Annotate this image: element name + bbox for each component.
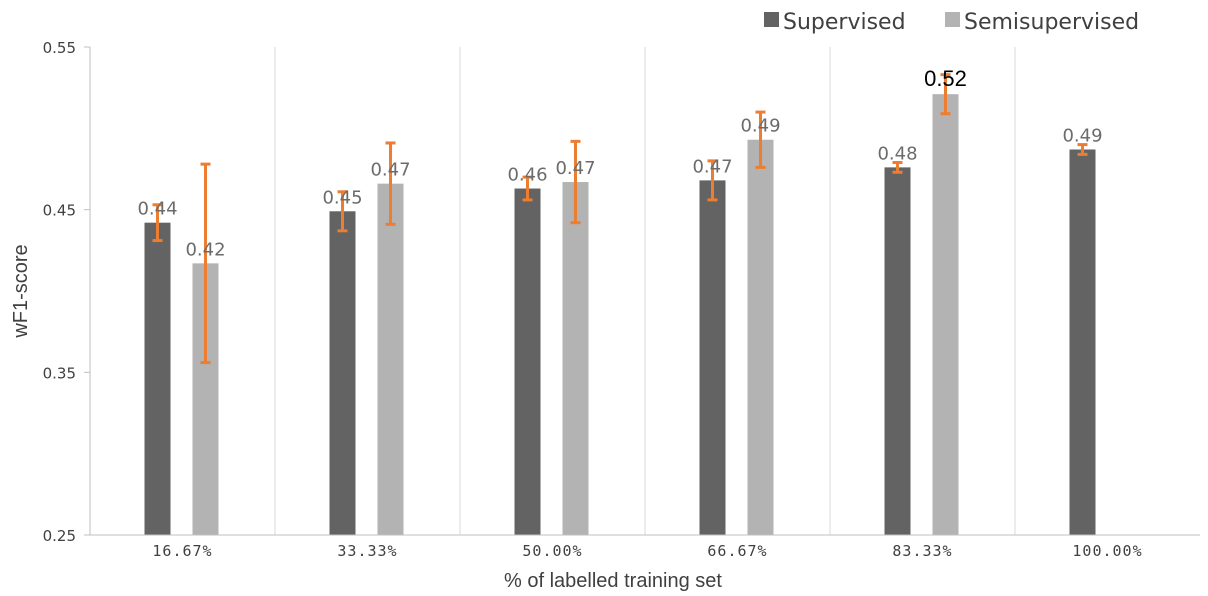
data-label-semisupervised: 0.52 [924,66,967,91]
bar-supervised [884,167,911,535]
legend-swatch-supervised [764,12,779,27]
grid-layer [274,47,1016,535]
data-label-supervised: 0.47 [692,156,732,177]
x-tick-label: 100.00% [1072,542,1142,560]
bar-supervised [144,222,171,535]
bar-semisupervised [747,139,774,535]
x-tick-label: 50.00% [522,542,582,560]
bar-semisupervised [377,183,404,535]
legend-swatch-semisupervised [945,12,960,27]
data-label-supervised: 0.49 [1062,125,1102,146]
y-tick-label: 0.35 [43,364,76,382]
x-tick-label: 33.33% [337,542,397,560]
x-tick-label: 16.67% [152,542,212,560]
bars-layer [144,94,1096,536]
bar-semisupervised [562,182,589,535]
data-label-supervised: 0.46 [507,165,547,186]
y-tick-label: 0.25 [43,527,76,545]
data-label-semisupervised: 0.42 [185,239,225,260]
legend-label-supervised: Supervised [783,10,906,35]
x-axis-title: % of labelled training set [504,570,722,592]
data-label-supervised: 0.48 [877,143,917,164]
data-labels-layer: 0.44 0.45 0.46 0.47 0.48 0.49 0.42 0.47 0.47 0.49… [137,66,1102,260]
data-label-semisupervised: 0.47 [555,158,595,179]
error-bars-layer [152,73,1088,365]
data-label-supervised: 0.44 [137,199,177,220]
legend: Supervised Semisupervised [764,10,1139,35]
bar-supervised [514,188,541,535]
data-label-supervised: 0.45 [322,187,362,208]
legend-label-semisupervised: Semisupervised [964,10,1139,35]
bar-supervised [329,211,356,535]
x-tick-label: 83.33% [892,542,952,560]
data-label-semisupervised: 0.49 [740,116,780,137]
bar-supervised [699,180,726,536]
x-tick-label: 66.67% [707,542,767,560]
y-axis-title: wF1-score [10,244,32,338]
y-tick-label: 0.45 [43,202,76,220]
y-tick-label: 0.55 [43,39,76,57]
axes-layer: 0.25 0.35 0.45 0.55 16.67% 33.33% 50.00% 66.67%… [43,39,1200,560]
bar-semisupervised [932,94,959,535]
bar-supervised [1069,149,1096,536]
data-label-semisupervised: 0.47 [370,160,410,181]
